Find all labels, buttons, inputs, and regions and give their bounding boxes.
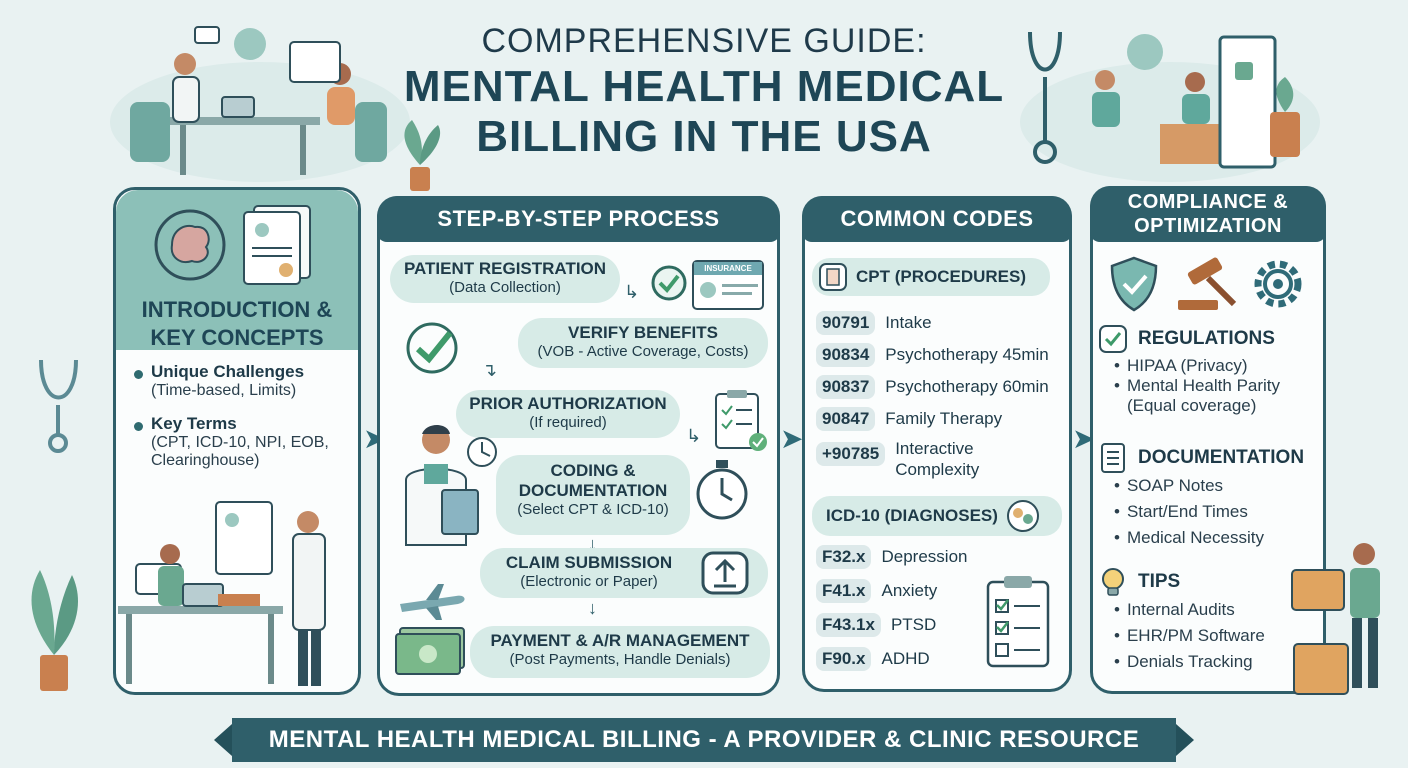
tips-section: TIPS • Internal Audits • EHR/PM Software •…	[1098, 566, 1322, 678]
ribbon-tail-left	[214, 724, 232, 756]
step-verify-benefits: VERIFY BENEFITS (VOB - Active Coverage, …	[518, 318, 768, 368]
lightbulb-icon	[1102, 568, 1124, 596]
intro-header-bg	[116, 190, 358, 350]
list-item: • Medical Necessity	[1114, 528, 1264, 547]
regulations-section: REGULATIONS • HIPAA (Privacy) • Mental Hea…	[1098, 324, 1322, 416]
therapy-session-illustration	[110, 26, 410, 182]
clock-icon	[696, 460, 748, 520]
guide-subtitle: COMPREHENSIVE GUIDE:	[481, 22, 927, 60]
bullet-key-terms: Key Terms (CPT, ICD-10, NPI, EOB, Cleari…	[134, 414, 354, 470]
list-item: 90834 Psychotherapy 45min	[816, 342, 1066, 368]
icd-list: F32.x Depression F41.x Anxiety F43.1x PT…	[816, 544, 986, 672]
title-line-2: BILLING IN THE USA	[476, 112, 932, 161]
arrow-down-icon: ↳	[624, 282, 640, 302]
step-payment-ar: PAYMENT & A/R MANAGEMENT (Post Payments,…	[470, 626, 770, 678]
list-item: F43.1x PTSD	[816, 612, 986, 638]
bullet-unique-challenges: Unique Challenges (Time-based, Limits)	[134, 362, 354, 400]
icd-header: ICD-10 (DIAGNOSES)	[812, 496, 1062, 536]
list-item: • HIPAA (Privacy)	[1114, 356, 1248, 375]
check-icon	[1099, 325, 1127, 353]
list-item: • SOAP Notes	[1114, 476, 1224, 495]
arrow-down-icon: ↓	[588, 534, 597, 554]
insurance-card-icon: INSURANCE	[692, 260, 764, 310]
gavel-icon	[1178, 257, 1237, 310]
step-coding-documentation: CODING & DOCUMENTATION (Select CPT & ICD…	[496, 455, 690, 535]
list-item: +90785 Interactive Complexity	[816, 438, 1066, 482]
check-icon	[651, 265, 687, 301]
step-patient-registration: PATIENT REGISTRATION (Data Collection)	[390, 255, 620, 303]
document-icon	[243, 205, 311, 285]
title-line-1: MENTAL HEALTH MEDICAL	[403, 62, 1005, 111]
list-item: • Start/End Times	[1114, 502, 1248, 521]
brain-icon	[1006, 500, 1039, 532]
document-icon	[819, 263, 847, 291]
check-icon	[406, 322, 458, 374]
list-item: • Mental Health Parity (Equal coverage)	[1114, 376, 1281, 415]
compliance-tab: COMPLIANCE & OPTIMIZATION	[1090, 186, 1326, 242]
list-item: • EHR/PM Software	[1114, 626, 1265, 645]
upload-icon	[701, 551, 749, 595]
arrow-down-icon: ↓	[588, 598, 597, 618]
money-icon	[395, 627, 465, 675]
list-item: F41.x Anxiety	[816, 578, 986, 604]
arrow-down-icon: ↴	[482, 360, 498, 380]
list-item: 90847 Family Therapy	[816, 406, 1066, 432]
airplane-icon	[400, 584, 465, 620]
plant-icon	[404, 120, 441, 191]
document-icon	[1101, 443, 1125, 473]
arrow-right-icon: ➤	[1072, 423, 1096, 454]
cpt-list: 90791 Intake 90834 Psychotherapy 45min 9…	[816, 310, 1066, 482]
documentation-section: DOCUMENTATION • SOAP Notes • Start/End Tim…	[1098, 442, 1322, 554]
step-prior-authorization: PRIOR AUTHORIZATION (If required)	[456, 390, 680, 438]
consultation-illustration	[1020, 31, 1320, 182]
list-item: • Internal Audits	[1114, 600, 1235, 619]
intro-title: INTRODUCTION & KEY CONCEPTS	[141, 297, 333, 350]
list-item: 90791 Intake	[816, 310, 1066, 336]
list-item: 90837 Psychotherapy 60min	[816, 374, 1066, 400]
shield-icon	[1110, 256, 1158, 312]
ribbon-tail-right	[1176, 724, 1194, 756]
brain-icon	[154, 209, 226, 281]
stethoscope-icon	[39, 359, 78, 453]
list-item: • Denials Tracking	[1114, 652, 1253, 671]
clipboard-icon	[715, 390, 767, 451]
arrow-right-icon: ➤	[780, 423, 804, 454]
staff-illustration	[1291, 543, 1380, 695]
list-item: F32.x Depression	[816, 544, 986, 570]
codes-tab: COMMON CODES	[802, 196, 1072, 242]
process-tab: STEP-BY-STEP PROCESS	[377, 196, 780, 242]
gear-icon	[1254, 260, 1302, 308]
footer-banner: MENTAL HEALTH MEDICAL BILLING - A PROVID…	[232, 718, 1176, 762]
office-illustration	[118, 501, 326, 686]
page-title: MENTAL HEALTH MEDICAL BILLING IN THE USA	[330, 62, 1078, 162]
cpt-header: CPT (PROCEDURES)	[812, 258, 1050, 296]
arrow-down-icon: ↳	[686, 426, 702, 446]
plant-icon	[31, 570, 78, 691]
list-item: F90.x ADHD	[816, 646, 986, 672]
doctor-illustration	[405, 425, 497, 546]
intro-bullets: Unique Challenges (Time-based, Limits) K…	[134, 362, 354, 470]
compliance-icons	[1110, 256, 1302, 312]
clipboard-icon	[986, 576, 1050, 668]
